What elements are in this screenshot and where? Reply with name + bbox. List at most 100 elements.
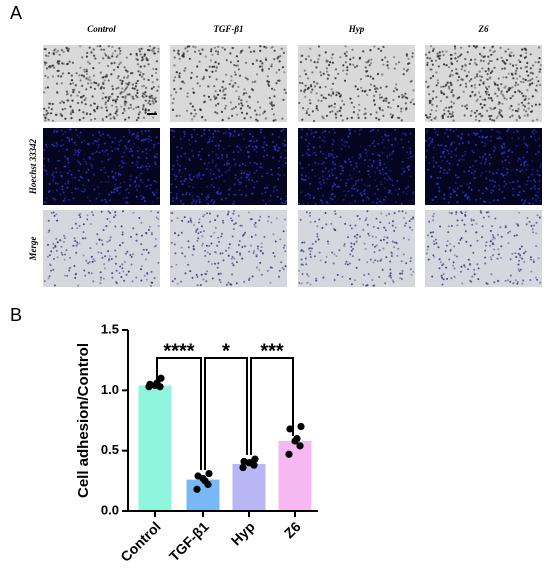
cell — [354, 224, 357, 227]
cell — [230, 257, 233, 260]
cell — [142, 116, 146, 119]
cell — [245, 146, 248, 149]
cell — [219, 139, 222, 142]
cell — [246, 173, 248, 176]
cell — [251, 192, 254, 195]
cell — [363, 192, 366, 195]
cell — [238, 189, 241, 192]
cell — [133, 87, 136, 90]
cell — [268, 199, 271, 202]
cell — [346, 190, 349, 193]
cell — [445, 244, 448, 247]
cell — [157, 225, 160, 228]
cell — [521, 48, 524, 51]
cell — [322, 96, 325, 99]
cell — [538, 137, 541, 140]
cell — [333, 279, 336, 281]
cell — [109, 236, 112, 239]
cell — [372, 160, 375, 162]
x-tick-label: Z6 — [281, 518, 304, 541]
cell — [47, 55, 50, 58]
cell — [121, 241, 124, 244]
cell — [472, 251, 475, 254]
cell — [518, 259, 520, 262]
cell — [237, 68, 240, 71]
cell — [372, 225, 375, 228]
cell — [71, 61, 74, 64]
cell — [320, 99, 323, 103]
cell — [404, 212, 407, 215]
cell — [436, 81, 440, 85]
cell — [307, 77, 310, 80]
cell — [431, 275, 434, 278]
cell — [217, 62, 220, 65]
cell — [365, 61, 368, 64]
cell — [439, 54, 442, 57]
cell — [58, 53, 61, 56]
cell — [369, 75, 372, 78]
cell — [323, 136, 326, 138]
cell — [175, 114, 178, 117]
cell — [465, 240, 468, 243]
cell — [299, 61, 303, 64]
cell — [201, 78, 204, 81]
cell — [52, 52, 55, 55]
cell — [142, 196, 145, 199]
cell — [104, 198, 106, 201]
cell — [398, 210, 401, 213]
cell — [207, 95, 210, 98]
cell — [76, 134, 79, 136]
cell — [79, 163, 82, 166]
cell — [157, 261, 160, 264]
cell — [347, 178, 349, 181]
cell — [432, 231, 435, 234]
cell — [305, 211, 308, 214]
cell — [308, 113, 311, 117]
cell — [525, 51, 528, 55]
cell — [412, 89, 415, 92]
cell — [130, 263, 133, 266]
cell — [362, 50, 365, 53]
cell — [68, 169, 71, 172]
cell — [333, 131, 336, 134]
cell — [432, 90, 435, 93]
cell — [460, 68, 463, 71]
data-point — [201, 477, 209, 485]
data-point — [285, 450, 293, 458]
cell — [54, 113, 58, 116]
cell — [298, 269, 300, 272]
cell — [438, 57, 441, 60]
cell — [78, 109, 81, 112]
cell — [355, 162, 358, 165]
cell — [120, 225, 123, 228]
cell — [223, 97, 226, 100]
cell — [253, 148, 256, 151]
cell — [78, 91, 81, 94]
cell — [406, 97, 409, 100]
cell — [128, 93, 131, 96]
cell — [389, 189, 392, 192]
cell — [237, 178, 239, 181]
cell — [478, 75, 481, 78]
cell — [309, 154, 311, 157]
cell — [518, 270, 521, 272]
cell — [254, 234, 257, 236]
cell — [96, 45, 99, 48]
cell — [396, 180, 399, 182]
cell — [170, 94, 173, 97]
cell — [63, 237, 66, 240]
cell — [259, 166, 262, 169]
cell — [522, 81, 525, 84]
cell — [438, 51, 441, 54]
cell — [364, 116, 367, 120]
cell — [50, 269, 53, 272]
cell — [480, 75, 483, 78]
cell — [269, 281, 272, 284]
cell — [91, 166, 94, 169]
cell — [493, 185, 496, 188]
cell — [508, 107, 511, 110]
cell — [304, 179, 307, 181]
cell — [233, 223, 236, 226]
cell — [224, 131, 227, 134]
cell — [48, 183, 51, 185]
